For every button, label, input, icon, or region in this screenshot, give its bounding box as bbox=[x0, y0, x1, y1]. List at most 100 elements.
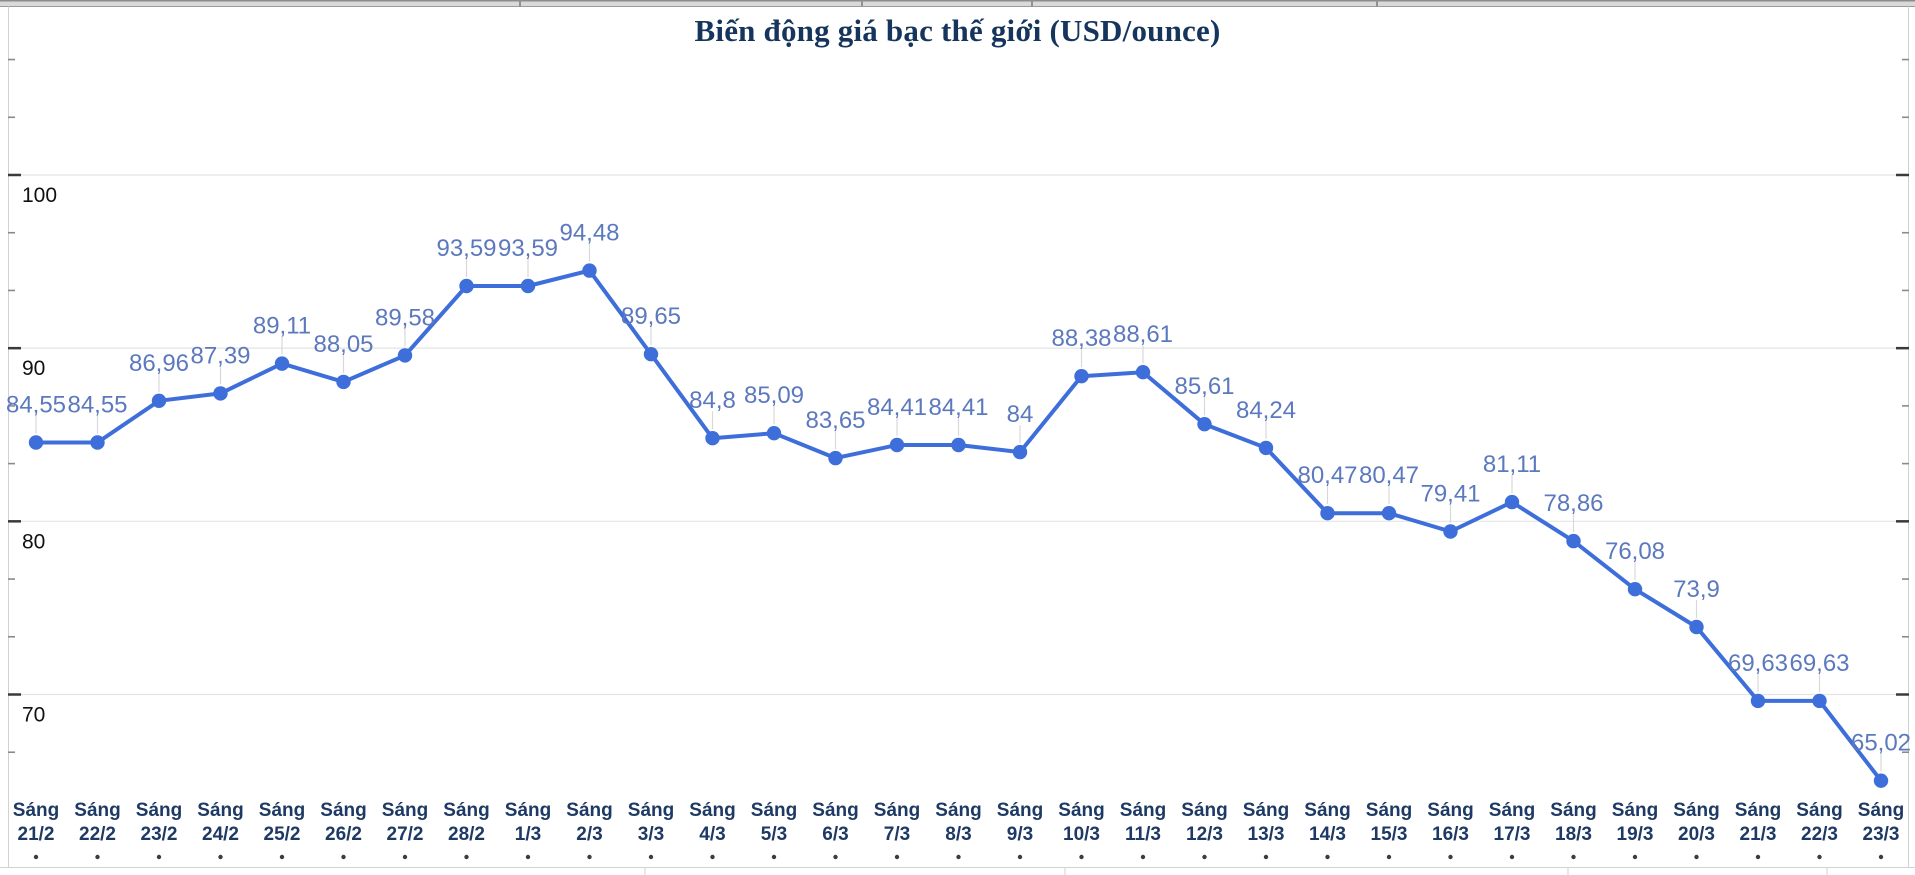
x-axis-label-line1: Sáng bbox=[382, 800, 428, 821]
point-value-label: 93,59 bbox=[498, 235, 558, 262]
x-axis-tick-dot bbox=[1079, 854, 1084, 860]
x-axis-label-line1: Sáng bbox=[1858, 800, 1904, 821]
point-value-label: 80,47 bbox=[1297, 462, 1357, 489]
x-axis-tick-dot bbox=[956, 854, 961, 860]
data-point bbox=[397, 348, 413, 363]
x-axis-tick-dot bbox=[1571, 854, 1576, 860]
y-tick-label: 80 bbox=[22, 530, 45, 553]
x-axis-tick-dot bbox=[525, 854, 531, 860]
x-axis-tick-dot bbox=[1202, 854, 1207, 860]
x-axis-tick-dot bbox=[648, 854, 654, 860]
x-axis-tick-dot bbox=[710, 854, 715, 860]
x-axis-label-line1: Sáng bbox=[1120, 800, 1166, 821]
x-axis-label-line1: Sáng bbox=[1058, 800, 1104, 821]
x-axis-label-line1: Sáng bbox=[935, 800, 981, 821]
x-axis-label-line2: 11/3 bbox=[1125, 824, 1161, 845]
x-axis-tick-dot bbox=[1694, 854, 1699, 860]
x-axis-label-line2: 13/3 bbox=[1248, 824, 1285, 845]
point-value-label: 84,55 bbox=[6, 392, 66, 419]
x-axis-label-line2: 1/3 bbox=[515, 824, 541, 845]
x-axis-tick-dot bbox=[1448, 854, 1453, 860]
x-axis-label-line1: Sáng bbox=[197, 800, 243, 821]
x-axis-tick-dot bbox=[33, 854, 39, 860]
x-axis-label-line2: 9/3 bbox=[1007, 824, 1033, 845]
x-axis-label-line2: 18/3 bbox=[1555, 824, 1592, 845]
x-axis-label-line1: Sáng bbox=[320, 800, 366, 821]
point-value-label: 65,02 bbox=[1851, 730, 1911, 757]
data-point bbox=[951, 437, 966, 453]
x-axis-tick-dot bbox=[1632, 854, 1638, 860]
point-value-label: 86,96 bbox=[129, 350, 189, 377]
point-value-label: 89,58 bbox=[375, 304, 435, 331]
point-value-label: 88,61 bbox=[1113, 321, 1173, 348]
data-point bbox=[90, 435, 105, 450]
x-axis-label-line1: Sáng bbox=[1735, 800, 1781, 821]
x-axis-label-line2: 7/3 bbox=[884, 824, 910, 845]
x-axis-label-line1: Sáng bbox=[1243, 800, 1289, 821]
x-axis-label-line2: 14/3 bbox=[1309, 824, 1346, 845]
x-axis-tick-dot bbox=[1263, 854, 1269, 860]
data-point bbox=[1566, 533, 1581, 549]
x-axis-tick-dot bbox=[833, 854, 838, 860]
x-axis-label-line1: Sáng bbox=[751, 800, 797, 821]
x-axis-label-line1: Sáng bbox=[1673, 800, 1719, 821]
x-axis-label-line1: Sáng bbox=[1550, 800, 1596, 821]
x-axis-tick-dot bbox=[402, 854, 408, 860]
data-point bbox=[520, 278, 536, 294]
x-axis-label-line2: 17/3 bbox=[1494, 824, 1531, 845]
x-axis-tick-dot bbox=[95, 854, 100, 860]
x-axis-label-line2: 24/2 bbox=[202, 824, 239, 845]
point-value-label: 80,47 bbox=[1359, 462, 1419, 489]
point-value-label: 78,86 bbox=[1543, 490, 1603, 517]
point-value-label: 87,39 bbox=[190, 342, 250, 369]
x-axis-tick-dot bbox=[1509, 854, 1515, 860]
x-axis-label-line2: 21/3 bbox=[1740, 824, 1777, 845]
data-point bbox=[582, 263, 597, 278]
x-axis-label-line2: 23/2 bbox=[141, 824, 178, 845]
point-value-label: 88,38 bbox=[1051, 325, 1111, 352]
x-axis-label-line2: 22/2 bbox=[79, 824, 116, 845]
x-axis-label-line1: Sáng bbox=[1181, 800, 1227, 821]
data-point bbox=[705, 431, 720, 446]
point-value-label: 84,55 bbox=[67, 392, 127, 419]
x-axis-tick-dot bbox=[894, 854, 900, 860]
point-value-label: 88,05 bbox=[313, 331, 373, 358]
point-value-label: 69,63 bbox=[1728, 650, 1788, 677]
x-axis-label-line1: Sáng bbox=[628, 800, 674, 821]
data-point bbox=[1258, 440, 1274, 456]
x-axis-label-line1: Sáng bbox=[812, 800, 858, 821]
data-point bbox=[1873, 773, 1889, 788]
point-value-label: 79,41 bbox=[1420, 481, 1480, 508]
x-axis-label-line2: 8/3 bbox=[945, 824, 971, 845]
x-axis-tick-dot bbox=[341, 854, 346, 860]
data-point bbox=[1627, 582, 1643, 597]
point-value-label: 84,41 bbox=[928, 394, 988, 421]
x-axis-tick-dot bbox=[218, 854, 223, 860]
x-axis-tick-dot bbox=[1878, 854, 1884, 860]
x-axis-label-line2: 16/3 bbox=[1432, 824, 1469, 845]
y-tick-label: 70 bbox=[22, 704, 45, 727]
point-value-label: 81,11 bbox=[1483, 451, 1541, 478]
data-point bbox=[643, 347, 659, 362]
point-value-label: 85,61 bbox=[1174, 373, 1234, 400]
y-tick-label: 100 bbox=[22, 184, 57, 207]
point-value-label: 84,41 bbox=[867, 394, 927, 421]
x-axis-label-line2: 22/3 bbox=[1801, 824, 1838, 845]
x-axis-tick-dot bbox=[1325, 854, 1330, 860]
point-value-label: 84 bbox=[1007, 401, 1034, 428]
x-axis-label-line2: 5/3 bbox=[761, 824, 787, 845]
x-axis-tick-dot bbox=[771, 854, 777, 860]
x-axis-label-line1: Sáng bbox=[505, 800, 551, 821]
x-axis-tick-dot bbox=[587, 854, 592, 860]
x-axis-label-line2: 19/3 bbox=[1617, 824, 1654, 845]
x-axis-label-line1: Sáng bbox=[1304, 800, 1350, 821]
x-axis-label-line1: Sáng bbox=[443, 800, 489, 821]
spreadsheet-top-strip bbox=[0, 0, 1915, 7]
point-value-label: 84,8 bbox=[689, 387, 736, 414]
x-axis-label-line2: 2/3 bbox=[576, 824, 602, 845]
point-value-label: 73,9 bbox=[1673, 576, 1720, 603]
data-point bbox=[336, 374, 351, 390]
point-value-label: 93,59 bbox=[436, 235, 496, 262]
x-axis-tick-dot bbox=[156, 854, 162, 860]
